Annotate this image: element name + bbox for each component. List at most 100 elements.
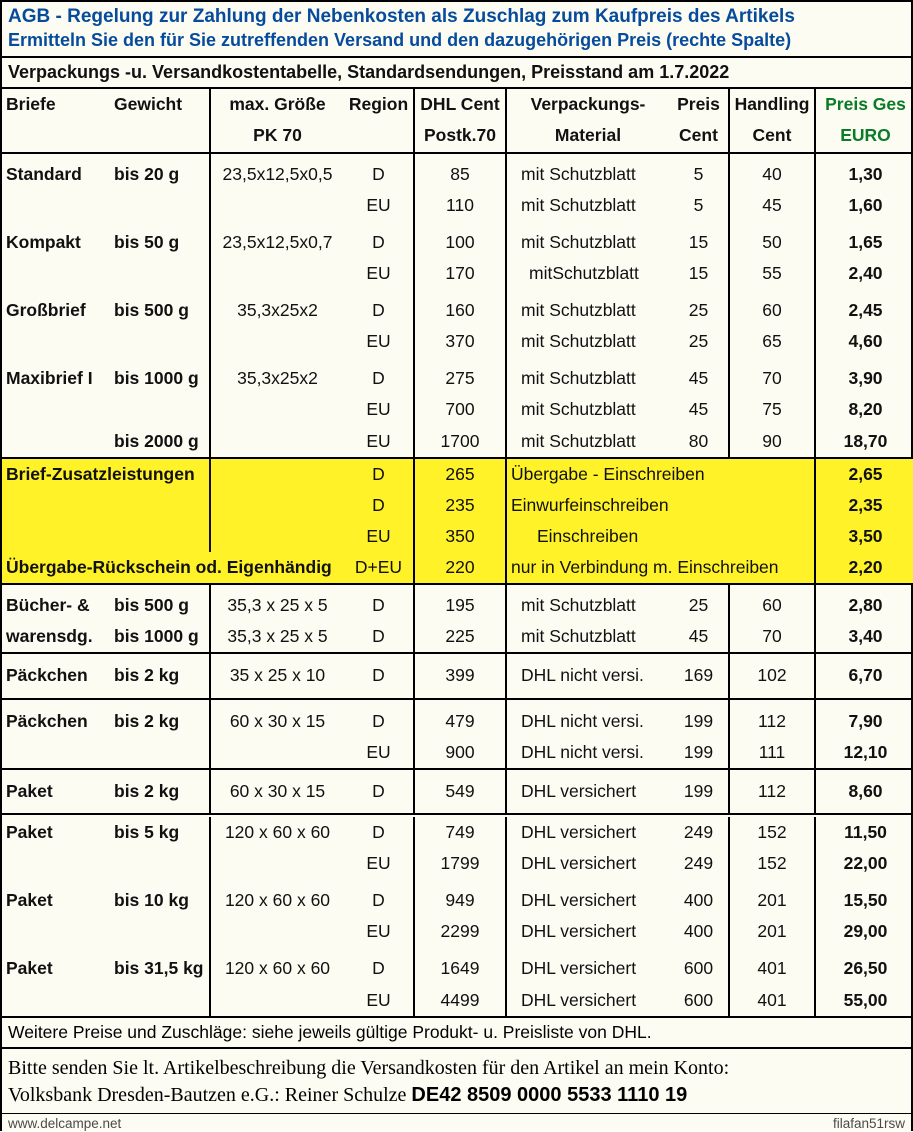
- paeckchen-section: Päckchen bis 2 kg 35 x 25 x 10 D 399 DHL…: [2, 653, 913, 768]
- cell-dhl: 225: [414, 621, 506, 653]
- cell-dhl: 1700: [414, 426, 506, 458]
- cell-handling: 75: [729, 394, 815, 425]
- cell-total: 12,10: [815, 737, 913, 769]
- cell-weight: bis 2000 g: [110, 426, 210, 458]
- table-row: warensdg. bis 1000 g 35,3 x 25 x 5 D 225…: [2, 621, 913, 653]
- cell-material: mit Schutzblatt: [506, 363, 669, 394]
- cell-dhl: 265: [414, 458, 506, 490]
- cell-handling: 50: [729, 227, 815, 258]
- table-row: Paket bis 5 kg 120 x 60 x 60 D 749 DHL v…: [2, 817, 913, 848]
- cell-dhl: 700: [414, 394, 506, 425]
- cell-material: mit Schutzblatt: [506, 227, 669, 258]
- cell-preis: 169: [669, 653, 729, 698]
- cell-dhl: 399: [414, 653, 506, 698]
- cell-preis: 600: [669, 985, 729, 1016]
- cell-dhl: 110: [414, 190, 506, 221]
- cell-preis: 400: [669, 885, 729, 916]
- cell-size: 60 x 30 x 15: [210, 699, 344, 737]
- buecher-section: Bücher- & bis 500 g 35,3 x 25 x 5 D 195 …: [2, 584, 913, 653]
- zusatz-section: Brief-Zusatzleistungen D 265 Übergabe - …: [2, 458, 913, 585]
- cell-total: 3,40: [815, 621, 913, 653]
- bank-prefix: Volksbank Dresden-Bautzen e.G.: Reiner S…: [8, 1084, 411, 1106]
- cell-handling: 112: [729, 699, 815, 737]
- cell-handling: 90: [729, 426, 815, 458]
- cell-total: 3,90: [815, 363, 913, 394]
- cell-handling: 40: [729, 159, 815, 190]
- col-dhl-2: Postk.70: [414, 120, 506, 152]
- cell-material: DHL versichert: [506, 817, 669, 848]
- col-total-1: Preis Ges: [815, 89, 913, 120]
- cell-preis: 199: [669, 737, 729, 769]
- cell-material: mit Schutzblatt: [506, 159, 669, 190]
- cell-handling: 70: [729, 363, 815, 394]
- cell-weight: bis 10 kg: [110, 885, 210, 916]
- col-region: Region: [344, 89, 414, 120]
- cell-material: mit Schutzblatt: [506, 190, 669, 221]
- col-briefe: Briefe: [2, 89, 110, 120]
- cell-preis: 249: [669, 848, 729, 879]
- cell-material: DHL nicht versi.: [506, 699, 669, 737]
- cell-dhl: 1649: [414, 953, 506, 984]
- cell-dhl: 85: [414, 159, 506, 190]
- cell-size: 120 x 60 x 60: [210, 817, 344, 848]
- cell-region: D: [344, 363, 414, 394]
- cell-preis: 45: [669, 621, 729, 653]
- cell-total: 11,50: [815, 817, 913, 848]
- cell-total: 7,90: [815, 699, 913, 737]
- table-row: Übergabe-Rückschein od. Eigenhändig D+EU…: [2, 552, 913, 584]
- cell-type: Großbrief: [2, 295, 110, 326]
- cell-size: 35,3x25x2: [210, 295, 344, 326]
- cell-type: Maxibrief I: [2, 363, 110, 394]
- cell-handling: 45: [729, 190, 815, 221]
- cell-preis: 5: [669, 159, 729, 190]
- cell-preis: 15: [669, 258, 729, 289]
- cell-handling: 70: [729, 621, 815, 653]
- title-line-1: AGB - Regelung zur Zahlung der Nebenkost…: [8, 5, 905, 29]
- col-preis-2: Cent: [669, 120, 729, 152]
- col-handling-2: Cent: [729, 120, 815, 152]
- cell-material: mitSchutzblatt: [506, 258, 669, 289]
- cell-material: Einwurfeinschreiben: [506, 490, 815, 521]
- cell-region: EU: [344, 521, 414, 552]
- cell-material: nur in Verbindung m. Einschreiben: [506, 552, 815, 584]
- cell-dhl: 949: [414, 885, 506, 916]
- cell-handling: 401: [729, 985, 815, 1016]
- table-row: Paket bis 10 kg 120 x 60 x 60 D 949 DHL …: [2, 885, 913, 916]
- cell-preis: 25: [669, 295, 729, 326]
- cell-dhl: 900: [414, 737, 506, 769]
- cell-material: Übergabe - Einschreiben: [506, 458, 815, 490]
- table-row: Bücher- & bis 500 g 35,3 x 25 x 5 D 195 …: [2, 590, 913, 621]
- cell-size: 23,5x12,5x0,5: [210, 159, 344, 190]
- cell-total: 2,35: [815, 490, 913, 521]
- cell-region: D: [344, 621, 414, 653]
- cell-material: DHL versichert: [506, 916, 669, 947]
- cell-handling: 401: [729, 953, 815, 984]
- cell-region: D: [344, 295, 414, 326]
- briefe-section: Standard bis 20 g 23,5x12,5x0,5 D 85 mit…: [2, 153, 913, 458]
- cell-handling: 65: [729, 326, 815, 357]
- cell-weight: bis 20 g: [110, 159, 210, 190]
- cell-type: Bücher- &: [2, 590, 110, 621]
- cell-type: Paket: [2, 953, 110, 984]
- cell-handling: 112: [729, 769, 815, 814]
- cell-dhl: 100: [414, 227, 506, 258]
- cell-region: D: [344, 227, 414, 258]
- cell-dhl: 2299: [414, 916, 506, 947]
- cell-type: Paket: [2, 817, 110, 848]
- cell-total: 8,20: [815, 394, 913, 425]
- cell-material: DHL nicht versi.: [506, 737, 669, 769]
- cell-type: Paket: [2, 769, 110, 814]
- cell-handling: 152: [729, 848, 815, 879]
- cell-region: D: [344, 769, 414, 814]
- cell-region: EU: [344, 258, 414, 289]
- cell-type: Paket: [2, 885, 110, 916]
- table-row: Brief-Zusatzleistungen D 265 Übergabe - …: [2, 458, 913, 490]
- cell-type: warensdg.: [2, 621, 110, 653]
- cell-region: D: [344, 817, 414, 848]
- cell-material: mit Schutzblatt: [506, 295, 669, 326]
- col-groesse-2: PK 70: [210, 120, 344, 152]
- cell-preis: 199: [669, 769, 729, 814]
- table-row: EU 1799 DHL versichert 249 152 22,00: [2, 848, 913, 879]
- table-row: EU 170 mitSchutzblatt 15 55 2,40: [2, 258, 913, 289]
- table-row: Paket bis 2 kg 60 x 30 x 15 D 549 DHL ve…: [2, 769, 913, 814]
